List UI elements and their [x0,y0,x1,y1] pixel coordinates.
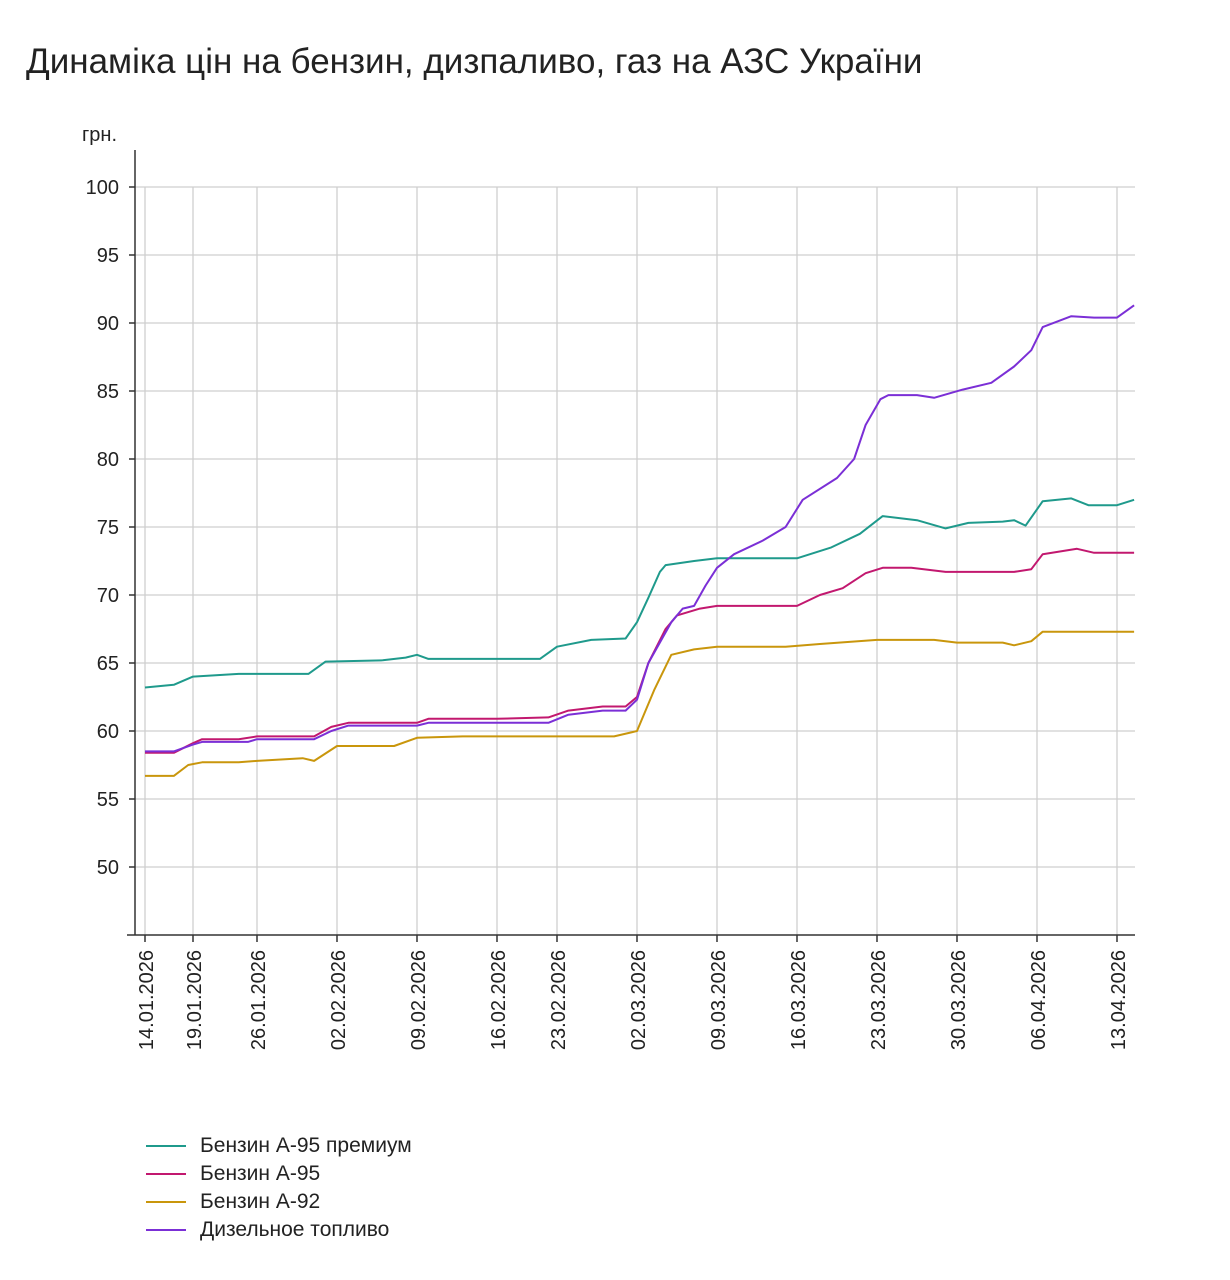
legend-item: Бензин А-95 [146,1160,412,1188]
y-tick-label: 60 [97,721,119,743]
x-tick-label: 19.01.2026 [184,950,206,1050]
series-line [145,630,1135,777]
legend-label: Дизельное топливо [200,1218,390,1241]
y-tick-label: 100 [86,177,119,199]
x-tick-label: 23.02.2026 [548,950,570,1050]
series-line [145,304,1135,753]
legend-label: Бензин А-95 премиум [200,1134,412,1157]
legend-item: Бензин А-92 [146,1188,412,1216]
x-tick-label: 26.01.2026 [248,950,270,1050]
x-tick-label: 23.03.2026 [868,950,890,1050]
legend-swatch [146,1173,186,1175]
legend-swatch [146,1201,186,1203]
x-tick-label: 02.03.2026 [628,950,650,1050]
x-tick-label: 13.04.2026 [1108,950,1130,1050]
chart-title: Динаміка цін на бензин, дизпаливо, газ н… [26,42,923,81]
x-tick-label: 30.03.2026 [948,950,970,1050]
y-tick-label: 80 [97,449,119,471]
legend-label: Бензин А-92 [200,1190,321,1213]
y-tick-label: 55 [97,789,119,811]
x-tick-label: 16.03.2026 [788,950,810,1050]
legend: Бензин А-95 премиум Бензин А-95 Бензин А-9… [146,1132,412,1244]
x-tick-label: 16.02.2026 [488,950,510,1050]
legend-item: Дизельное топливо [146,1216,412,1244]
series-line [144,497,1135,689]
legend-swatch [146,1229,186,1231]
x-tick-label: 06.04.2026 [1028,950,1050,1050]
legend-item: Бензин А-95 премиум [146,1132,412,1160]
y-tick-label: 75 [97,517,119,539]
x-tick-label: 09.03.2026 [708,950,730,1050]
y-tick-label: 85 [97,381,119,403]
y-tick-label: 95 [97,245,119,267]
x-tick-label: 09.02.2026 [408,950,430,1050]
x-tick-label: 02.02.2026 [328,950,350,1050]
y-tick-label: 50 [97,857,119,879]
series-line [145,547,1135,754]
y-tick-label: 70 [97,585,119,607]
x-tick-label: 14.01.2026 [136,950,158,1050]
y-tick-label: 65 [97,653,119,675]
legend-swatch [146,1145,186,1147]
y-axis-label: грн. [82,124,117,146]
y-tick-label: 90 [97,313,119,335]
legend-label: Бензин А-95 [200,1162,321,1185]
